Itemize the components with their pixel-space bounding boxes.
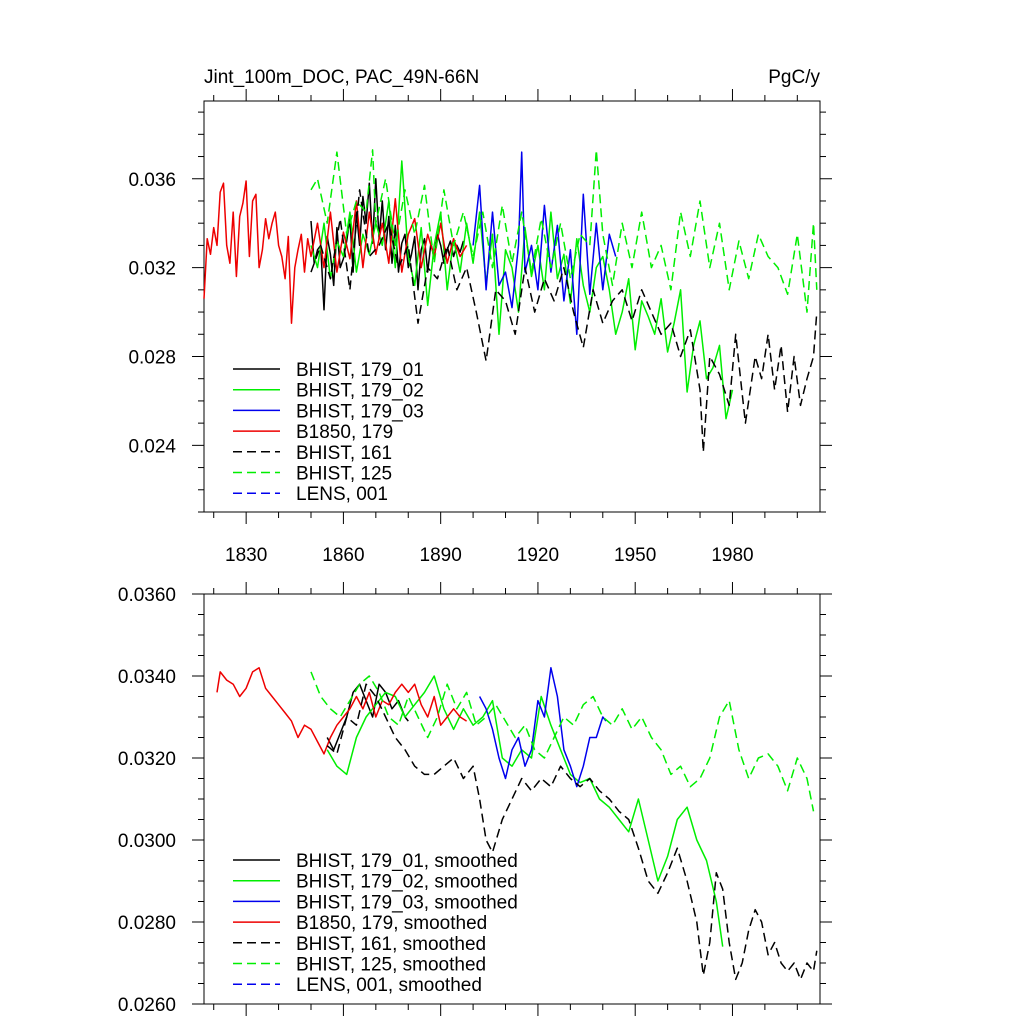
legend-label: BHIST, 179_03 [296,401,424,422]
legend-label: LENS, 001, smoothed [296,975,482,996]
series-line-bhist-179-03-smoothed [478,667,607,788]
legend-label: BHIST, 179_02, smoothed [296,872,518,893]
chart-title: Jint_100m_DOC, PAC_49N-66N [204,67,479,88]
legend-label: BHIST, 125, smoothed [296,955,486,976]
series-line-bhist-125-smoothed [310,671,815,812]
y-tick-label: 0.0340 [118,667,176,688]
legend-label: B1850, 179 [296,422,393,443]
y-tick-label: 0.0300 [118,831,176,852]
units-label: PgC/y [768,67,820,88]
top-panel: 1830 1860 1890 1920 1950 1980 0.024 0.028 0.032 0… [128,89,832,566]
y-tick-label: 0.028 [128,347,176,368]
x-tick-label: 1980 [711,545,753,566]
series-line-bhist-161-smoothed [326,683,818,981]
y-tick-label: 0.0260 [118,995,176,1016]
series-line-bhist-179-01-smoothed [326,683,409,751]
legend-label: LENS, 001 [296,484,388,505]
legend-label: BHIST, 161, smoothed [296,934,486,955]
legend-label: BHIST, 179_01 [296,360,424,381]
legend-label: BHIST, 179_01, smoothed [296,851,518,872]
series-line-bhist-179-03 [472,151,617,336]
series-line-bhist-161 [310,189,818,453]
legend-label: BHIST, 179_03, smoothed [296,892,518,913]
x-tick-label: 1890 [420,545,462,566]
x-tick-label: 1830 [225,545,267,566]
y-tick-label: 0.0360 [118,585,176,606]
legend-label: BHIST, 125 [296,464,392,485]
series-line-b1850-179-smoothed [216,667,468,755]
y-tick-label: 0.024 [128,436,176,457]
legend-label: BHIST, 179_02 [296,381,424,402]
y-tick-label: 0.032 [128,259,176,280]
series-line-bhist-125 [310,149,818,313]
y-tick-label: 0.0280 [118,913,176,934]
legend-label: B1850, 179, smoothed [296,913,487,934]
y-tick-label: 0.0320 [118,749,176,770]
legend-label: BHIST, 161 [296,443,392,464]
plot-frame [203,100,821,513]
x-tick-label: 1860 [322,545,364,566]
bottom-panel: 0.0260 0.0280 0.0300 0.0320 0.0340 0.0360 BHIS… [118,582,832,1016]
x-tick-label: 1950 [614,545,656,566]
y-tick-label: 0.036 [128,170,176,191]
x-tick-label: 1920 [517,545,559,566]
